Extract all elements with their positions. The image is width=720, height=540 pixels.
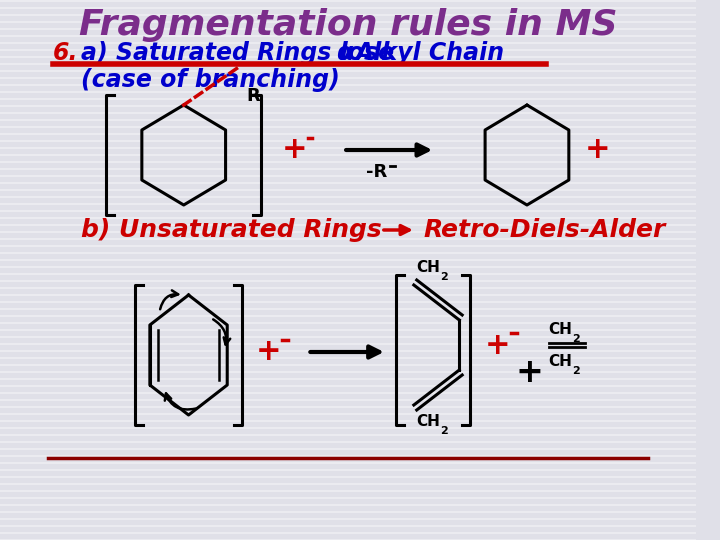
FancyArrowPatch shape [213, 319, 230, 345]
Text: +: + [282, 136, 307, 165]
Text: Alkyl Chain: Alkyl Chain [356, 41, 505, 65]
Text: (case of branching): (case of branching) [81, 68, 340, 92]
Text: a) Saturated Rings lose: a) Saturated Rings lose [81, 41, 395, 65]
Text: +: + [585, 136, 611, 165]
Text: Fragmentation rules in MS: Fragmentation rules in MS [78, 8, 617, 42]
Text: +: + [485, 330, 510, 360]
FancyArrowPatch shape [160, 291, 178, 309]
FancyArrowPatch shape [165, 393, 196, 409]
Text: CH: CH [415, 260, 440, 275]
Text: 6.: 6. [53, 41, 78, 65]
Text: 2: 2 [440, 272, 448, 282]
Text: CH: CH [415, 415, 440, 429]
Text: +: + [516, 355, 544, 388]
Text: 2: 2 [440, 426, 448, 436]
Text: 2: 2 [572, 366, 580, 376]
Text: b) Unsaturated Rings: b) Unsaturated Rings [81, 218, 382, 242]
Text: 2: 2 [572, 334, 580, 344]
Text: CH: CH [548, 354, 572, 369]
Text: +: + [256, 338, 282, 367]
Text: Retro-Diels-Alder: Retro-Diels-Alder [423, 218, 666, 242]
Text: -R: -R [366, 163, 387, 181]
Text: R: R [246, 87, 261, 105]
Text: CH: CH [548, 322, 572, 338]
Text: α: α [336, 41, 353, 65]
